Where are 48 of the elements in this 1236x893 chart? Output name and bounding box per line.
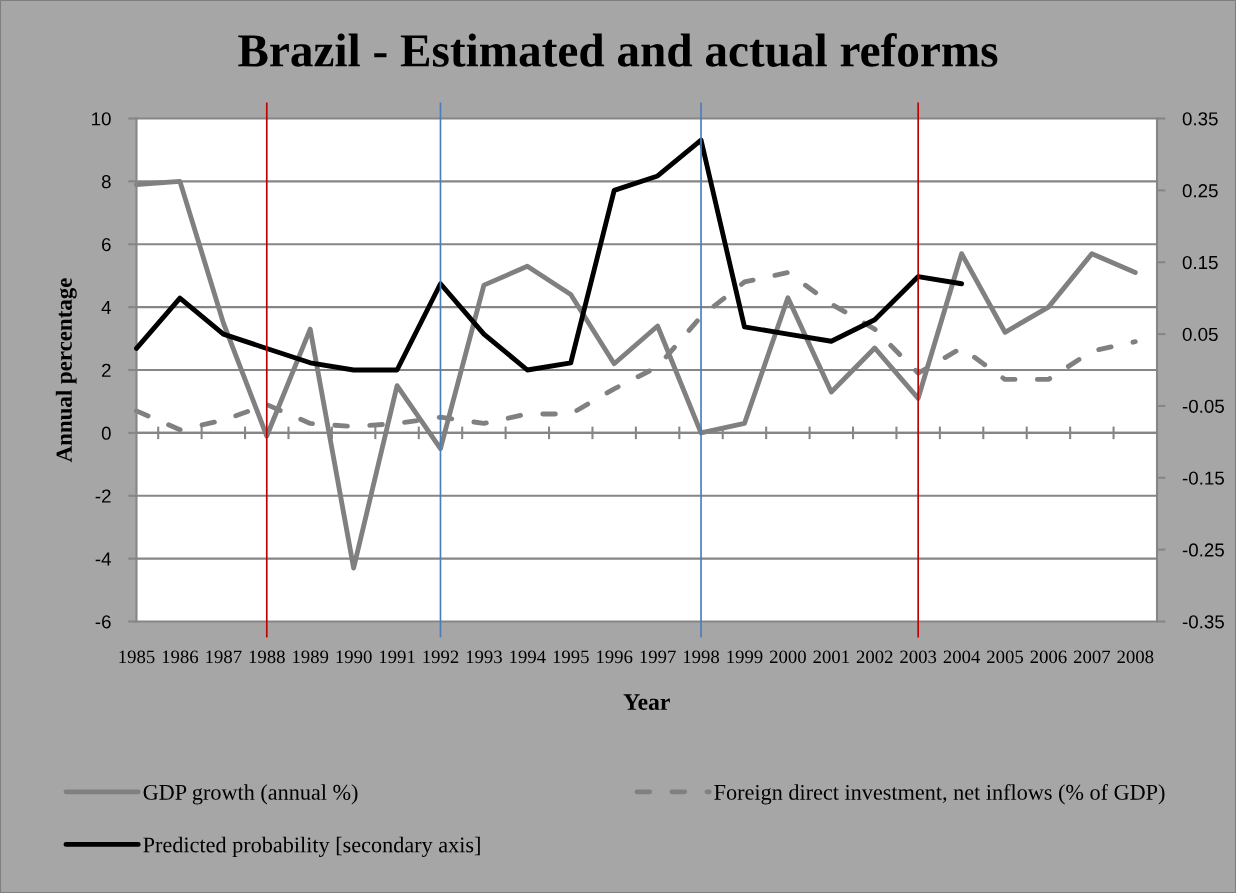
legend-label: GDP growth (annual %)	[143, 784, 358, 805]
legend-label: Foreign direct investment, net inflows (% of GDP)	[714, 784, 1165, 805]
x-tick-label: 2003	[900, 650, 937, 664]
y-tick-label: 10	[92, 112, 111, 126]
x-tick-label: 1995	[553, 650, 589, 664]
legend-label: Predicted probability [secondary axis]	[143, 836, 480, 858]
y-axis-title: Annual percentage	[55, 278, 77, 463]
x-tick-label: 1996	[597, 650, 633, 664]
y-tick-label: -6	[95, 615, 111, 629]
x-tick-label: 1990	[336, 650, 372, 664]
x-tick-label: 2001	[813, 650, 849, 664]
y-tick-label: 4	[101, 301, 111, 314]
x-tick-label: 2008	[1117, 650, 1154, 664]
y-tick-label: -4	[95, 552, 111, 566]
y2-tick-label: -0.25	[1182, 543, 1224, 557]
x-tick-label: 2007	[1073, 650, 1111, 664]
x-tick-label: 2004	[943, 650, 981, 664]
x-tick-label: 1987	[206, 650, 242, 664]
y2-tick-label: 0.15	[1182, 255, 1218, 270]
y2-tick-label: -0.05	[1182, 399, 1224, 413]
y-tick-label: 0	[101, 426, 111, 440]
x-tick-label: 1985	[119, 650, 155, 664]
y-tick-label: 8	[101, 175, 111, 189]
x-tick-label: 1989	[293, 650, 329, 664]
x-tick-label: 2000	[769, 650, 806, 664]
x-tick-label: 2006	[1030, 650, 1067, 664]
y2-tick-label: 0.35	[1182, 112, 1218, 126]
x-tick-label: 1998	[683, 650, 720, 664]
chart-title: Brazil - Estimated and actual reforms	[238, 33, 998, 67]
x-tick-label: 1991	[379, 650, 415, 664]
y2-tick-label: -0.35	[1182, 615, 1224, 629]
x-tick-label: 1997	[640, 650, 676, 664]
line-series	[134, 137, 965, 373]
x-tick-label: 2005	[987, 650, 1024, 664]
x-tick-label: 1992	[423, 650, 459, 664]
x-tick-label: 1994	[510, 650, 546, 664]
x-tick-label: 2002	[856, 650, 893, 664]
x-axis-title: Year	[623, 694, 670, 710]
y-tick-label: -2	[95, 489, 111, 503]
y-tick-label: 6	[102, 237, 111, 252]
x-tick-label: 1993	[466, 650, 502, 664]
x-tick-label: 1986	[162, 650, 199, 664]
y-tick-label: 2	[102, 363, 111, 377]
y2-tick-label: -0.15	[1182, 471, 1224, 485]
y2-tick-label: 0.05	[1182, 327, 1218, 342]
y2-tick-label: 0.25	[1182, 184, 1218, 198]
x-tick-label: 1999	[727, 650, 763, 664]
x-tick-label: 1988	[249, 650, 285, 664]
